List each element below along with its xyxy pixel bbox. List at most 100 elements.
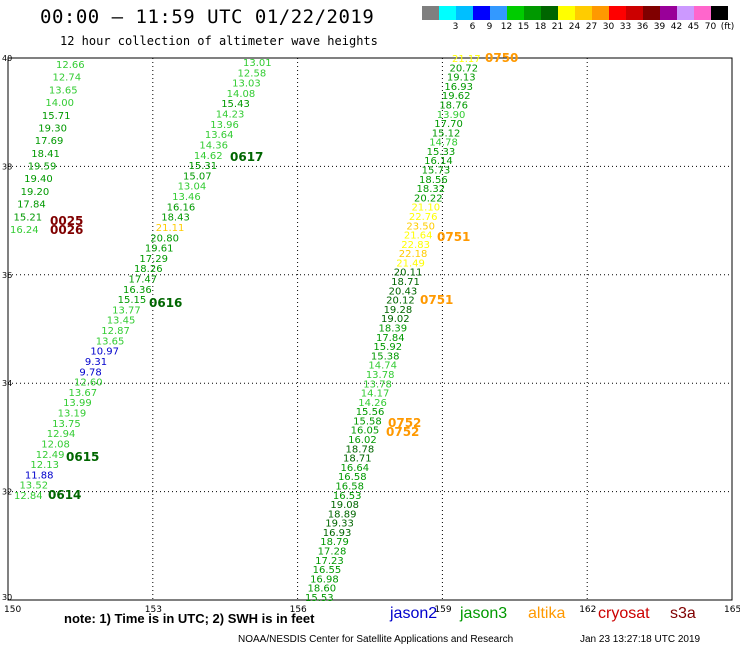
track-b-value: 13.19 [58,409,87,420]
map-frame [7,57,733,601]
track-c-value: 18.56 [419,175,448,186]
track-b-value: 14.62 [194,151,223,162]
track-c-value: 15.12 [432,128,461,139]
track-c-value: 15.53 [305,593,334,604]
track-b-value: 12.58 [238,68,267,79]
track-a-value: 15.21 [14,212,43,223]
track-b-value: 13.01 [243,58,272,69]
track-c-value: 22.76 [409,212,438,223]
track-c-value: 16.58 [335,481,364,492]
track-c-value: 21.49 [396,258,425,269]
lon-tick-label: 165 [724,605,740,615]
track-b-value: 21.11 [156,223,185,234]
track-b-value: 15.43 [221,99,250,110]
track-c-value: 18.32 [417,184,446,195]
track-a-value: 17.69 [35,136,64,147]
scale-swatch [541,6,558,20]
map-title: 00:00 – 11:59 UTC 01/22/2019 [40,6,375,28]
track-b-value: 15.07 [183,171,212,182]
track-b-value: 10.97 [90,347,119,358]
scale-swatch [456,6,473,20]
track-c-value: 16.64 [340,463,369,474]
scale-label: 6 [469,22,476,32]
scale-swatch [711,6,728,20]
scale-label: 70 [704,22,717,32]
scale-label: 45 [687,22,700,32]
track-a-value: 14.00 [45,98,74,109]
track-a-value: 19.20 [21,187,50,198]
track-b-value: 9.78 [79,367,101,378]
legend-cryosat: cryosat [598,605,650,622]
track-b-value: 12.87 [101,326,130,337]
legend-s3a: s3a [670,605,696,622]
scale-swatch [660,6,677,20]
track-b-value: 12.08 [41,439,70,450]
track-b-value: 15.31 [188,161,217,172]
track-c-value: 13.78 [366,370,395,381]
track-c-value: 21.64 [404,231,433,242]
track-c-value: 19.62 [442,91,471,102]
scale-label: 39 [653,22,666,32]
lon-tick-label: 153 [145,605,162,615]
track-c-value: 21.10 [411,203,440,214]
lon-tick-label: 159 [434,605,451,615]
scale-label: 27 [585,22,598,32]
track-c-value: 19.08 [330,500,359,511]
generated-timestamp: Jan 23 13:27:18 UTC 2019 [580,634,701,645]
track-c-value: 15.56 [356,407,385,418]
track-b-value: 13.46 [172,192,201,203]
map-subtitle: 12 hour collection of altimeter wave hei… [60,34,378,48]
track-c-value: 21.17 [452,54,481,65]
track-c-value: 16.53 [333,491,362,502]
track-b-value: 15.15 [118,295,147,306]
track-a-value: 13.65 [49,85,78,96]
track-c-value: 18.89 [328,509,357,520]
track-b-value: 16.36 [123,285,152,296]
track-b-value: 18.26 [134,264,163,275]
track-a-value: 18.41 [31,149,60,160]
scale-label: 3 [452,22,459,32]
track-c-value: 14.17 [361,389,390,400]
scale-swatch [524,6,541,20]
scale-swatch [677,6,694,20]
track-c-value: 18.71 [343,454,372,465]
track-b-value: 13.75 [52,419,81,430]
track-b-value: 14.36 [199,140,228,151]
track-b-value: 17.29 [139,254,168,265]
pass-time-label: 0752 [386,425,419,439]
pass-time-label: 0025 [50,214,83,228]
pass-time-label: 0614 [48,488,81,502]
track-c-value: 17.84 [376,333,405,344]
track-b-value: 14.23 [216,110,245,121]
scale-swatch [575,6,592,20]
scale-swatch [694,6,711,20]
track-b-value: 12.94 [47,429,76,440]
lat-tick-label: 38 [2,162,12,171]
scale-label: 21 [551,22,564,32]
scale-swatch [507,6,524,20]
credit-line: NOAA/NESDIS Center for Satellite Applica… [238,634,514,645]
track-c-value: 15.92 [373,342,402,353]
track-a-value: 12.66 [56,60,85,71]
pass-time-label: 0751 [420,293,453,307]
track-c-value: 14.26 [358,398,387,409]
track-c-value: 16.93 [323,528,352,539]
track-c-value: 23.50 [406,221,435,232]
track-b-value: 20.80 [150,233,179,244]
track-c-value: 20.11 [394,268,423,279]
scale-swatch [439,6,456,20]
lat-tick-label: 36 [2,271,12,280]
track-a-value: 19.40 [24,174,53,185]
track-b-value: 13.45 [107,316,136,327]
track-b-value: 13.67 [69,388,98,399]
scale-label: 36 [636,22,649,32]
track-b-value: 13.65 [96,336,125,347]
track-b-value: 16.16 [167,202,196,213]
track-c-value: 14.78 [429,138,458,149]
scale-label: 12 [500,22,513,32]
pass-time-label: 0616 [149,296,182,310]
track-c-value: 19.02 [381,314,410,325]
track-b-value: 19.61 [145,244,174,255]
scale-label: 24 [568,22,581,32]
